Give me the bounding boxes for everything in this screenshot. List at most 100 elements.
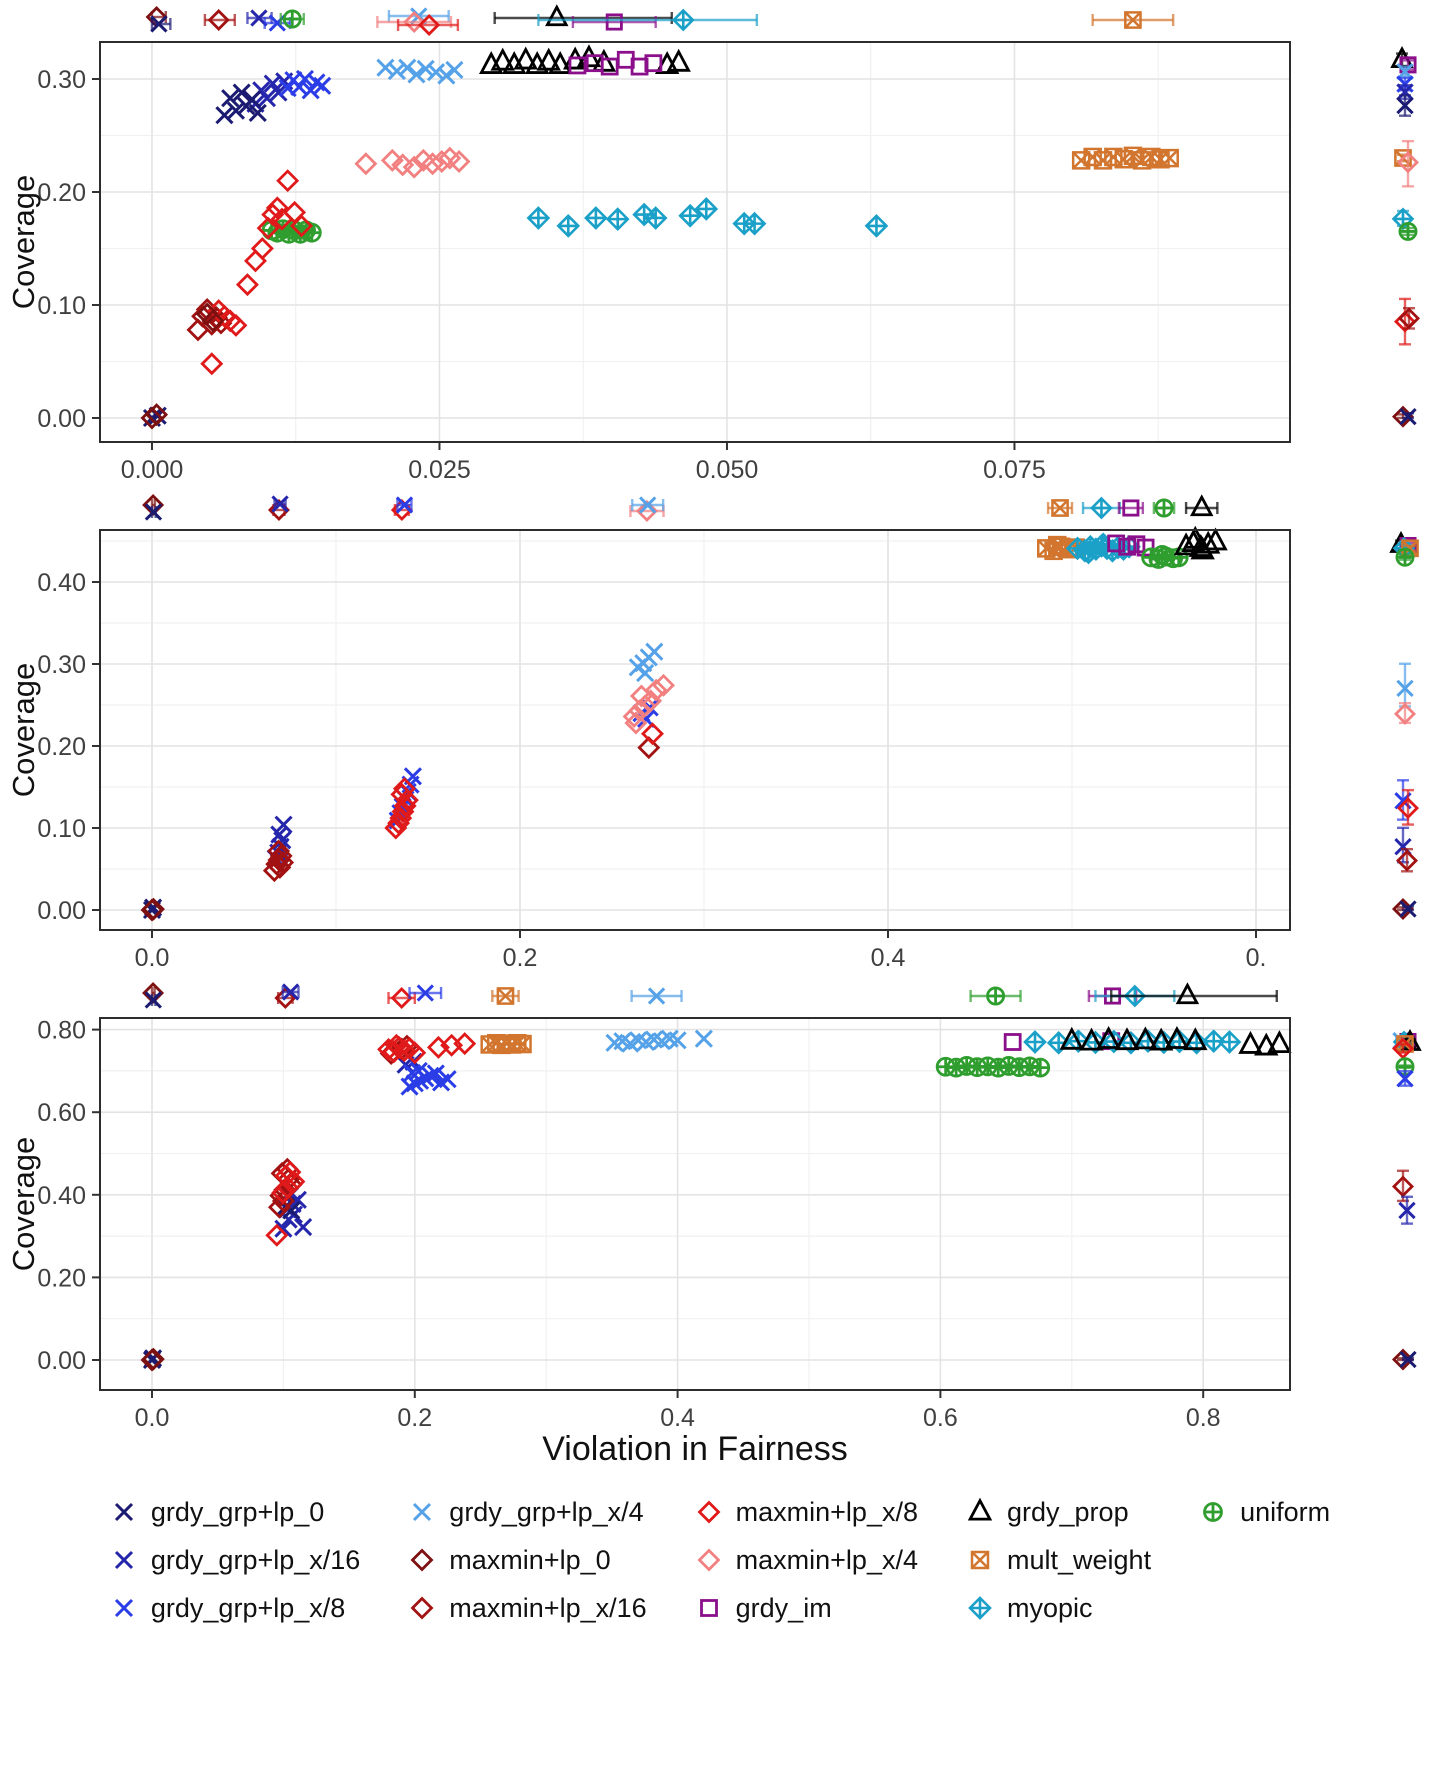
legend-label: grdy_grp+lp_x/8 — [150, 1592, 346, 1623]
legend-label: mult_weight — [1007, 1544, 1152, 1575]
svg-text:0.0: 0.0 — [135, 944, 170, 972]
x-marker-icon — [413, 1502, 432, 1522]
panel-3: 0.0 0.2 0.4 0.6 0.8 0.00 0.20 0.40 0.60 0.80 Cover… — [6, 981, 1422, 1428]
series-mult_weight-points — [1071, 146, 1179, 170]
scatter-chart-canvas: 0.000 0.025 0.050 0.0750.000.100.200.30Cove… — [6, 4, 1422, 1428]
x-marker-icon — [114, 1598, 133, 1618]
square-marker-icon — [699, 1599, 718, 1617]
svg-text:0.00: 0.00 — [37, 897, 86, 925]
svg-text:0.80: 0.80 — [37, 1017, 86, 1045]
svg-text:0.2: 0.2 — [503, 944, 538, 972]
svg-text:0.025: 0.025 — [408, 456, 471, 484]
legend-item-grdy_grp_lp_x8: grdy_grp+lp_x/8 — [106, 1588, 360, 1628]
svg-text:0.2: 0.2 — [397, 1404, 432, 1428]
series-maxmin_lp_x16-points — [262, 736, 661, 883]
series-grdy_grp_lp_x8-points — [278, 69, 332, 100]
legend-item-maxmin_lp_x8: maxmin+lp_x/8 — [691, 1492, 918, 1532]
x-axis-title: Violation in Fairness — [542, 1430, 848, 1468]
svg-text:0.075: 0.075 — [983, 456, 1046, 484]
svg-text:0.60: 0.60 — [37, 1099, 86, 1127]
legend-label: maxmin+lp_0 — [449, 1544, 611, 1575]
series-grdy_prop-points — [479, 44, 691, 74]
gridlines — [100, 42, 1290, 442]
series-maxmin_lp_x4-points — [622, 673, 675, 735]
axis-ticks: 0.0 0.2 0.4 0.6 0.8 0.00 0.20 0.40 0.60 0.80 — [37, 1017, 1220, 1428]
legend-item-grdy_grp_lp_x4: grdy_grp+lp_x/4 — [404, 1492, 646, 1532]
svg-text:0.: 0. — [1246, 944, 1267, 972]
svg-text:0.10: 0.10 — [37, 815, 86, 843]
legend-column: maxmin+lp_x/8 maxmin+lp_x/4 grdy_im — [691, 1492, 918, 1628]
legend-item-myopic: myopic — [962, 1588, 1151, 1628]
legend-label: myopic — [1007, 1592, 1093, 1623]
svg-text:0.20: 0.20 — [37, 1264, 86, 1292]
series-maxmin_lp_0-points — [140, 1347, 165, 1372]
legend-item-grdy_im: grdy_im — [691, 1588, 918, 1628]
diamond-marker-icon — [697, 1500, 721, 1524]
svg-text:0.000: 0.000 — [121, 456, 184, 484]
diamond_plus-marker-icon — [968, 1596, 992, 1620]
series-grdy_im-points — [1107, 534, 1155, 557]
svg-text:0.00: 0.00 — [37, 1347, 86, 1375]
svg-text:0.0: 0.0 — [135, 1404, 170, 1428]
y-axis-title: Coverage — [6, 175, 41, 309]
series-mult_weight-points — [480, 1033, 532, 1055]
legend-item-maxmin_lp_x4: maxmin+lp_x/4 — [691, 1540, 918, 1580]
svg-text:0.4: 0.4 — [660, 1404, 695, 1428]
svg-text:0.20: 0.20 — [37, 733, 86, 761]
svg-text:0.050: 0.050 — [696, 456, 759, 484]
diamond-marker-icon — [697, 1548, 721, 1572]
series-myopic-points — [526, 197, 889, 238]
legend-label: uniform — [1240, 1496, 1331, 1527]
svg-text:0.8: 0.8 — [1186, 1404, 1221, 1428]
svg-text:0.30: 0.30 — [37, 651, 86, 679]
svg-text:0.30: 0.30 — [37, 66, 86, 94]
legend-item-grdy_grp_lp_x16: grdy_grp+lp_x/16 — [106, 1540, 360, 1580]
svg-text:0.6: 0.6 — [923, 1404, 958, 1428]
series-grdy_grp_lp_x4-points — [376, 58, 464, 85]
series-maxmin_lp_x8-points — [265, 1032, 477, 1247]
marginal-rugs — [145, 4, 1421, 428]
series-maxmin_lp_x8-points — [200, 169, 313, 376]
legend-label: maxmin+lp_x/4 — [735, 1544, 918, 1575]
series-grdy_prop-points — [1059, 1025, 1292, 1056]
triangle-marker-icon — [967, 1497, 993, 1521]
legend-label: grdy_im — [735, 1592, 832, 1623]
axis-ticks: 0.000 0.025 0.050 0.075 0.00 0.10 0.20 0.30 — [37, 66, 1045, 484]
series-maxmin_lp_0-points — [140, 897, 165, 922]
legend-label: grdy_prop — [1007, 1496, 1129, 1527]
x-marker-icon — [114, 1502, 133, 1522]
series-grdy_grp_lp_x4-points — [628, 642, 664, 683]
svg-text:0.4: 0.4 — [871, 944, 906, 972]
svg-text:0.40: 0.40 — [37, 569, 86, 597]
svg-text:0.40: 0.40 — [37, 1182, 86, 1210]
diamond-marker-icon — [410, 1596, 434, 1620]
y-axis-title: Coverage — [6, 663, 41, 797]
legend-item-grdy_prop: grdy_prop — [962, 1492, 1151, 1532]
legend-item-maxmin_lp_0: maxmin+lp_0 — [404, 1540, 646, 1580]
series-grdy_grp_lp_x8-points — [400, 1061, 457, 1096]
series-maxmin_lp_x4-points — [354, 146, 471, 179]
series-maxmin_lp_0-points — [140, 302, 225, 430]
gridlines — [100, 1018, 1290, 1390]
legend-item-maxmin_lp_x16: maxmin+lp_x/16 — [404, 1588, 647, 1628]
legend: grdy_grp+lp_0 grdy_grp+lp_x/16 grdy_grp+lp… — [0, 1492, 1436, 1628]
legend-item-uniform: uniform — [1195, 1492, 1330, 1532]
marginal-rugs — [142, 493, 1420, 921]
panel-1: 0.000 0.025 0.050 0.075 0.00 0.10 0.20 0.30 Cove… — [6, 4, 1421, 484]
series-maxmin_lp_x8-points — [384, 722, 664, 840]
y-axis-title: Coverage — [6, 1137, 41, 1271]
marginal-rugs — [142, 981, 1422, 1371]
diamond-marker-icon — [410, 1548, 434, 1572]
svg-text:0.10: 0.10 — [37, 292, 86, 320]
legend-label: grdy_grp+lp_x/4 — [449, 1496, 644, 1527]
legend-label: maxmin+lp_x/16 — [449, 1592, 647, 1623]
legend-column: grdy_grp+lp_0 grdy_grp+lp_x/16 grdy_grp+lp… — [106, 1492, 360, 1628]
axis-ticks: 0.0 0.2 0.4 0. 0.00 0.10 0.20 0.30 0.40 — [37, 569, 1266, 972]
series-grdy_prop-points — [1173, 525, 1228, 560]
legend-label: maxmin+lp_x/8 — [735, 1496, 918, 1527]
legend-label: grdy_grp+lp_0 — [150, 1496, 325, 1527]
svg-text:0.00: 0.00 — [37, 405, 86, 433]
square_x-marker-icon — [970, 1550, 990, 1570]
